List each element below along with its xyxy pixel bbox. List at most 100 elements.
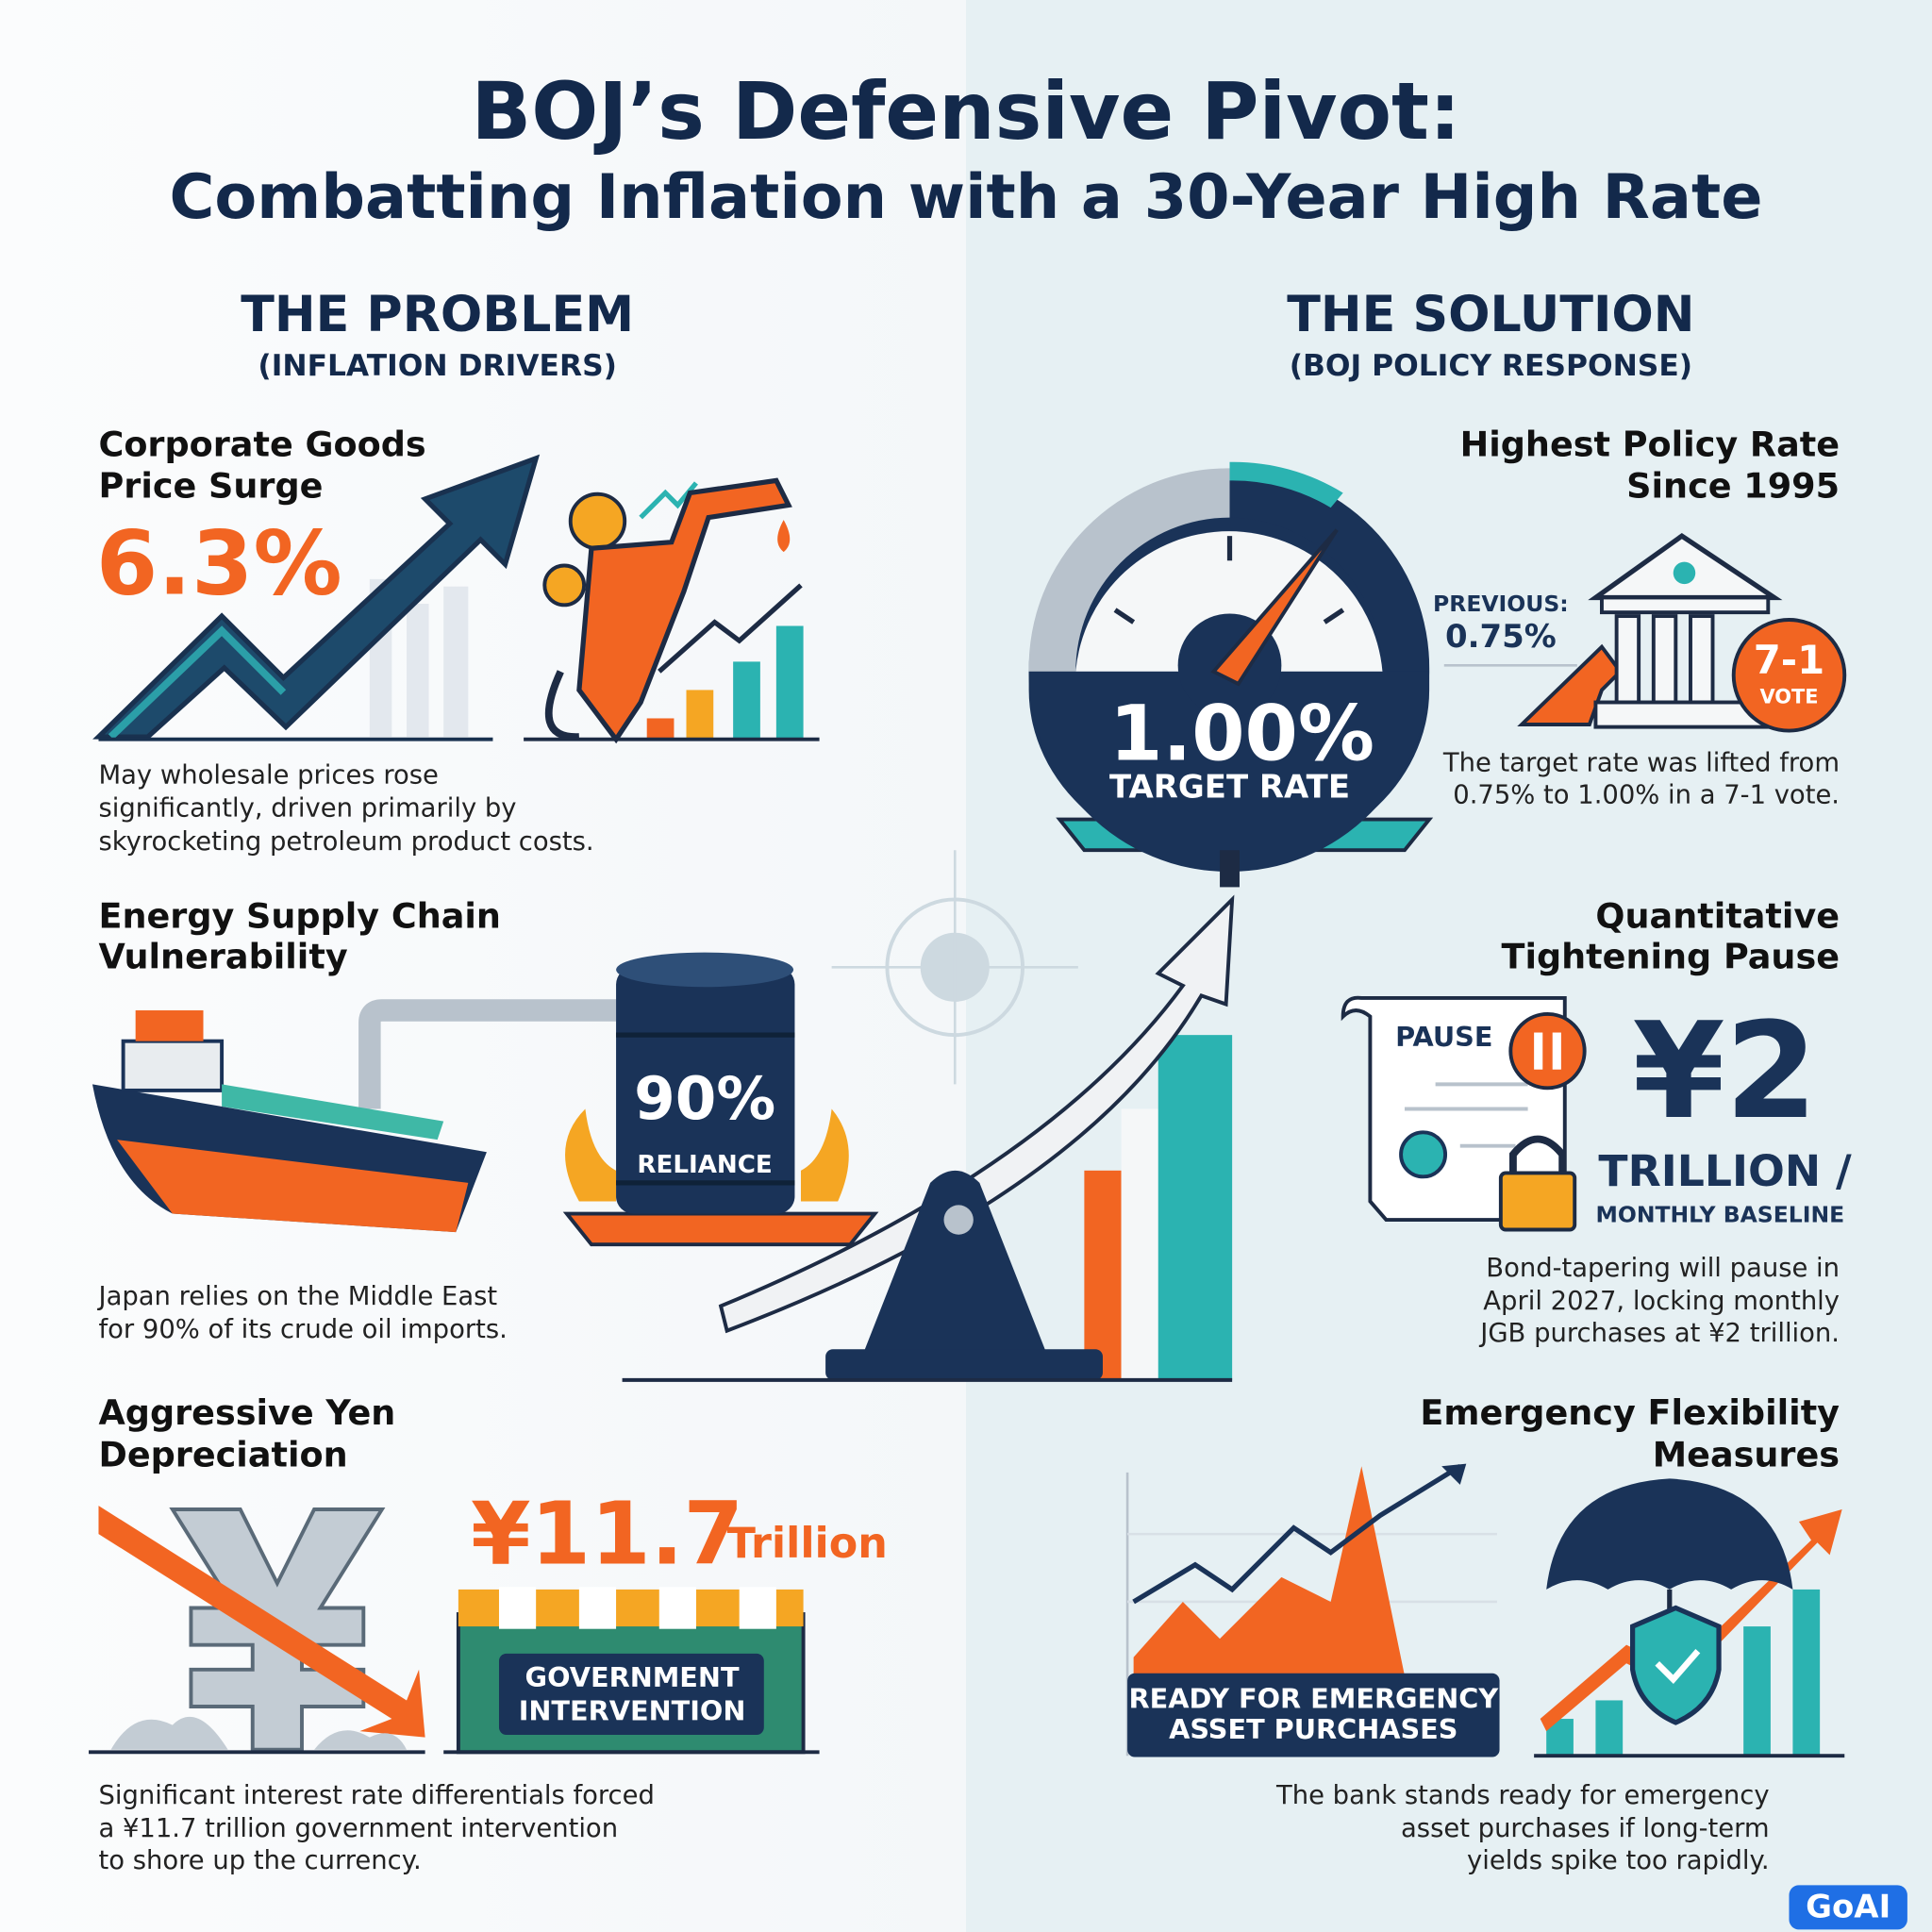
document-illustration-part (1399, 1130, 1448, 1179)
document-illustration-part (1534, 1032, 1543, 1070)
price-surge-illustration-part (733, 661, 760, 740)
emergency-illustration (1125, 1463, 1845, 1758)
item-title: Price Surge (98, 466, 323, 507)
gauge-illustration (1028, 461, 1434, 888)
ship-barrel-illustration-part (616, 952, 794, 988)
description: May wholesale prices rose (98, 760, 438, 790)
item-title: Quantitative (1595, 896, 1840, 937)
description: asset purchases if long-term (1401, 1814, 1770, 1843)
previous-label: PREVIOUS: (1433, 591, 1569, 617)
ship-barrel-illustration-part (117, 1140, 469, 1233)
price-surge-illustration-part (407, 604, 429, 738)
document-illustration-part (1508, 1011, 1587, 1091)
title: BOJ’s Defensive Pivot: (472, 65, 1461, 158)
bank-illustration-part (1689, 614, 1715, 705)
ship-barrel-illustration-part (135, 1010, 204, 1041)
bank-illustration-part (1599, 595, 1771, 615)
price-surge-illustration-part (542, 563, 587, 608)
description: Bond-tapering will pause in (1486, 1254, 1840, 1283)
yen-illustration-part (658, 1587, 696, 1629)
description: significantly, driven primarily by (98, 794, 516, 824)
price-surge-illustration-part (108, 625, 287, 740)
document-illustration (1341, 995, 1587, 1232)
balance-scale-illustration-part (862, 1170, 1048, 1356)
description: yields spike too rapidly. (1467, 1846, 1770, 1875)
stat-unit: TRILLION / (1598, 1146, 1852, 1196)
ship-barrel-illustration-part (800, 1108, 849, 1202)
ship-barrel-illustration-part (565, 1108, 617, 1202)
price-surge-illustration-part (576, 477, 792, 744)
yen-illustration-part (98, 1506, 425, 1738)
item-title: Highest Policy Rate (1460, 424, 1840, 464)
document-illustration-part (1552, 1032, 1561, 1070)
description: JGB purchases at ¥2 trillion. (1478, 1319, 1840, 1348)
item-title: Vulnerability (98, 937, 347, 977)
price-surge-illustration-part (777, 520, 791, 553)
description: a ¥11.7 trillion government intervention (98, 1814, 618, 1843)
ship-barrel-illustration-part (616, 967, 795, 1214)
emergency-illustration-part (1540, 1509, 1842, 1732)
document-illustration-part (1498, 1171, 1577, 1232)
vote-label: VOTE (1759, 685, 1818, 708)
vote: 7-1 (1754, 637, 1824, 683)
balance-scale-illustration-part (943, 1205, 974, 1235)
stat-label: RELIANCE (637, 1151, 772, 1179)
bank-illustration (1443, 532, 1847, 733)
yen-illustration-part (498, 1653, 764, 1736)
gauge-illustration-part (1323, 608, 1345, 625)
emergency-illustration-part (1629, 1605, 1722, 1725)
badge-label: GOVERNMENT (525, 1661, 740, 1693)
price-surge-illustration-part (544, 670, 580, 741)
gauge-illustration-part (1113, 608, 1136, 625)
price-surge-illustration-part (568, 491, 627, 551)
price-surge-illustration-part (686, 690, 714, 740)
section-subheading: (INFLATION DRIVERS) (258, 349, 617, 383)
ship-barrel-illustration-part (562, 1211, 879, 1247)
yen-illustration-part (498, 1587, 537, 1629)
emergency-illustration-part (1743, 1626, 1771, 1757)
section-heading: THE SOLUTION (1287, 287, 1694, 343)
balance-scale-illustration-part (1121, 1108, 1158, 1380)
description: 0.75% to 1.00% in a 7-1 vote. (1453, 780, 1840, 809)
item-title: Energy Supply Chain (98, 896, 500, 937)
yen-illustration-part (314, 1730, 408, 1750)
gauge-illustration-part (1229, 468, 1430, 672)
stat: ¥2 (1632, 994, 1817, 1149)
ship-barrel-illustration-part (222, 1084, 444, 1141)
emergency-illustration-part (1132, 1464, 1462, 1605)
badge-label: READY FOR EMERGENCY (1128, 1682, 1499, 1714)
price-surge-illustration-part (646, 718, 675, 740)
balance-scale-illustration-part (1084, 1170, 1122, 1380)
emergency-illustration-part (1441, 1463, 1467, 1485)
emergency-illustration-part (1127, 1673, 1500, 1757)
bank-illustration-part (1731, 618, 1847, 733)
ship-barrel-illustration-part (121, 1039, 225, 1092)
watermark: GoAI (1806, 1889, 1890, 1926)
document-label: PAUSE (1395, 1021, 1492, 1053)
balance-scale-illustration (622, 850, 1235, 1382)
section-subheading: (BOJ POLICY RESPONSE) (1290, 349, 1692, 383)
item-title: Corporate Goods (98, 424, 425, 464)
price-surge-illustration-part (443, 586, 469, 738)
bank-illustration-part (1651, 614, 1678, 705)
yen-illustration-part (110, 1716, 228, 1750)
description: for 90% of its crude oil imports. (98, 1315, 507, 1344)
item-title: Emergency Flexibility (1420, 1392, 1840, 1433)
emergency-illustration-part (1133, 1466, 1405, 1689)
section-heading: THE PROBLEM (241, 287, 634, 343)
stat-unit: Trillion (727, 1520, 888, 1568)
bank-illustration-part (1673, 561, 1696, 585)
description: to shore up the currency. (98, 1846, 421, 1875)
watermark-badge (1789, 1885, 1907, 1930)
yen-illustration-part (739, 1587, 776, 1629)
item-title: Aggressive Yen (98, 1392, 395, 1433)
item-title: Depreciation (98, 1434, 347, 1474)
badge-label: INTERVENTION (519, 1695, 746, 1727)
description: Japan relies on the Middle East (96, 1282, 497, 1311)
description: skyrocketing petroleum product costs. (98, 827, 593, 857)
title: Combatting Inflation with a 30-Year High… (169, 161, 1762, 233)
